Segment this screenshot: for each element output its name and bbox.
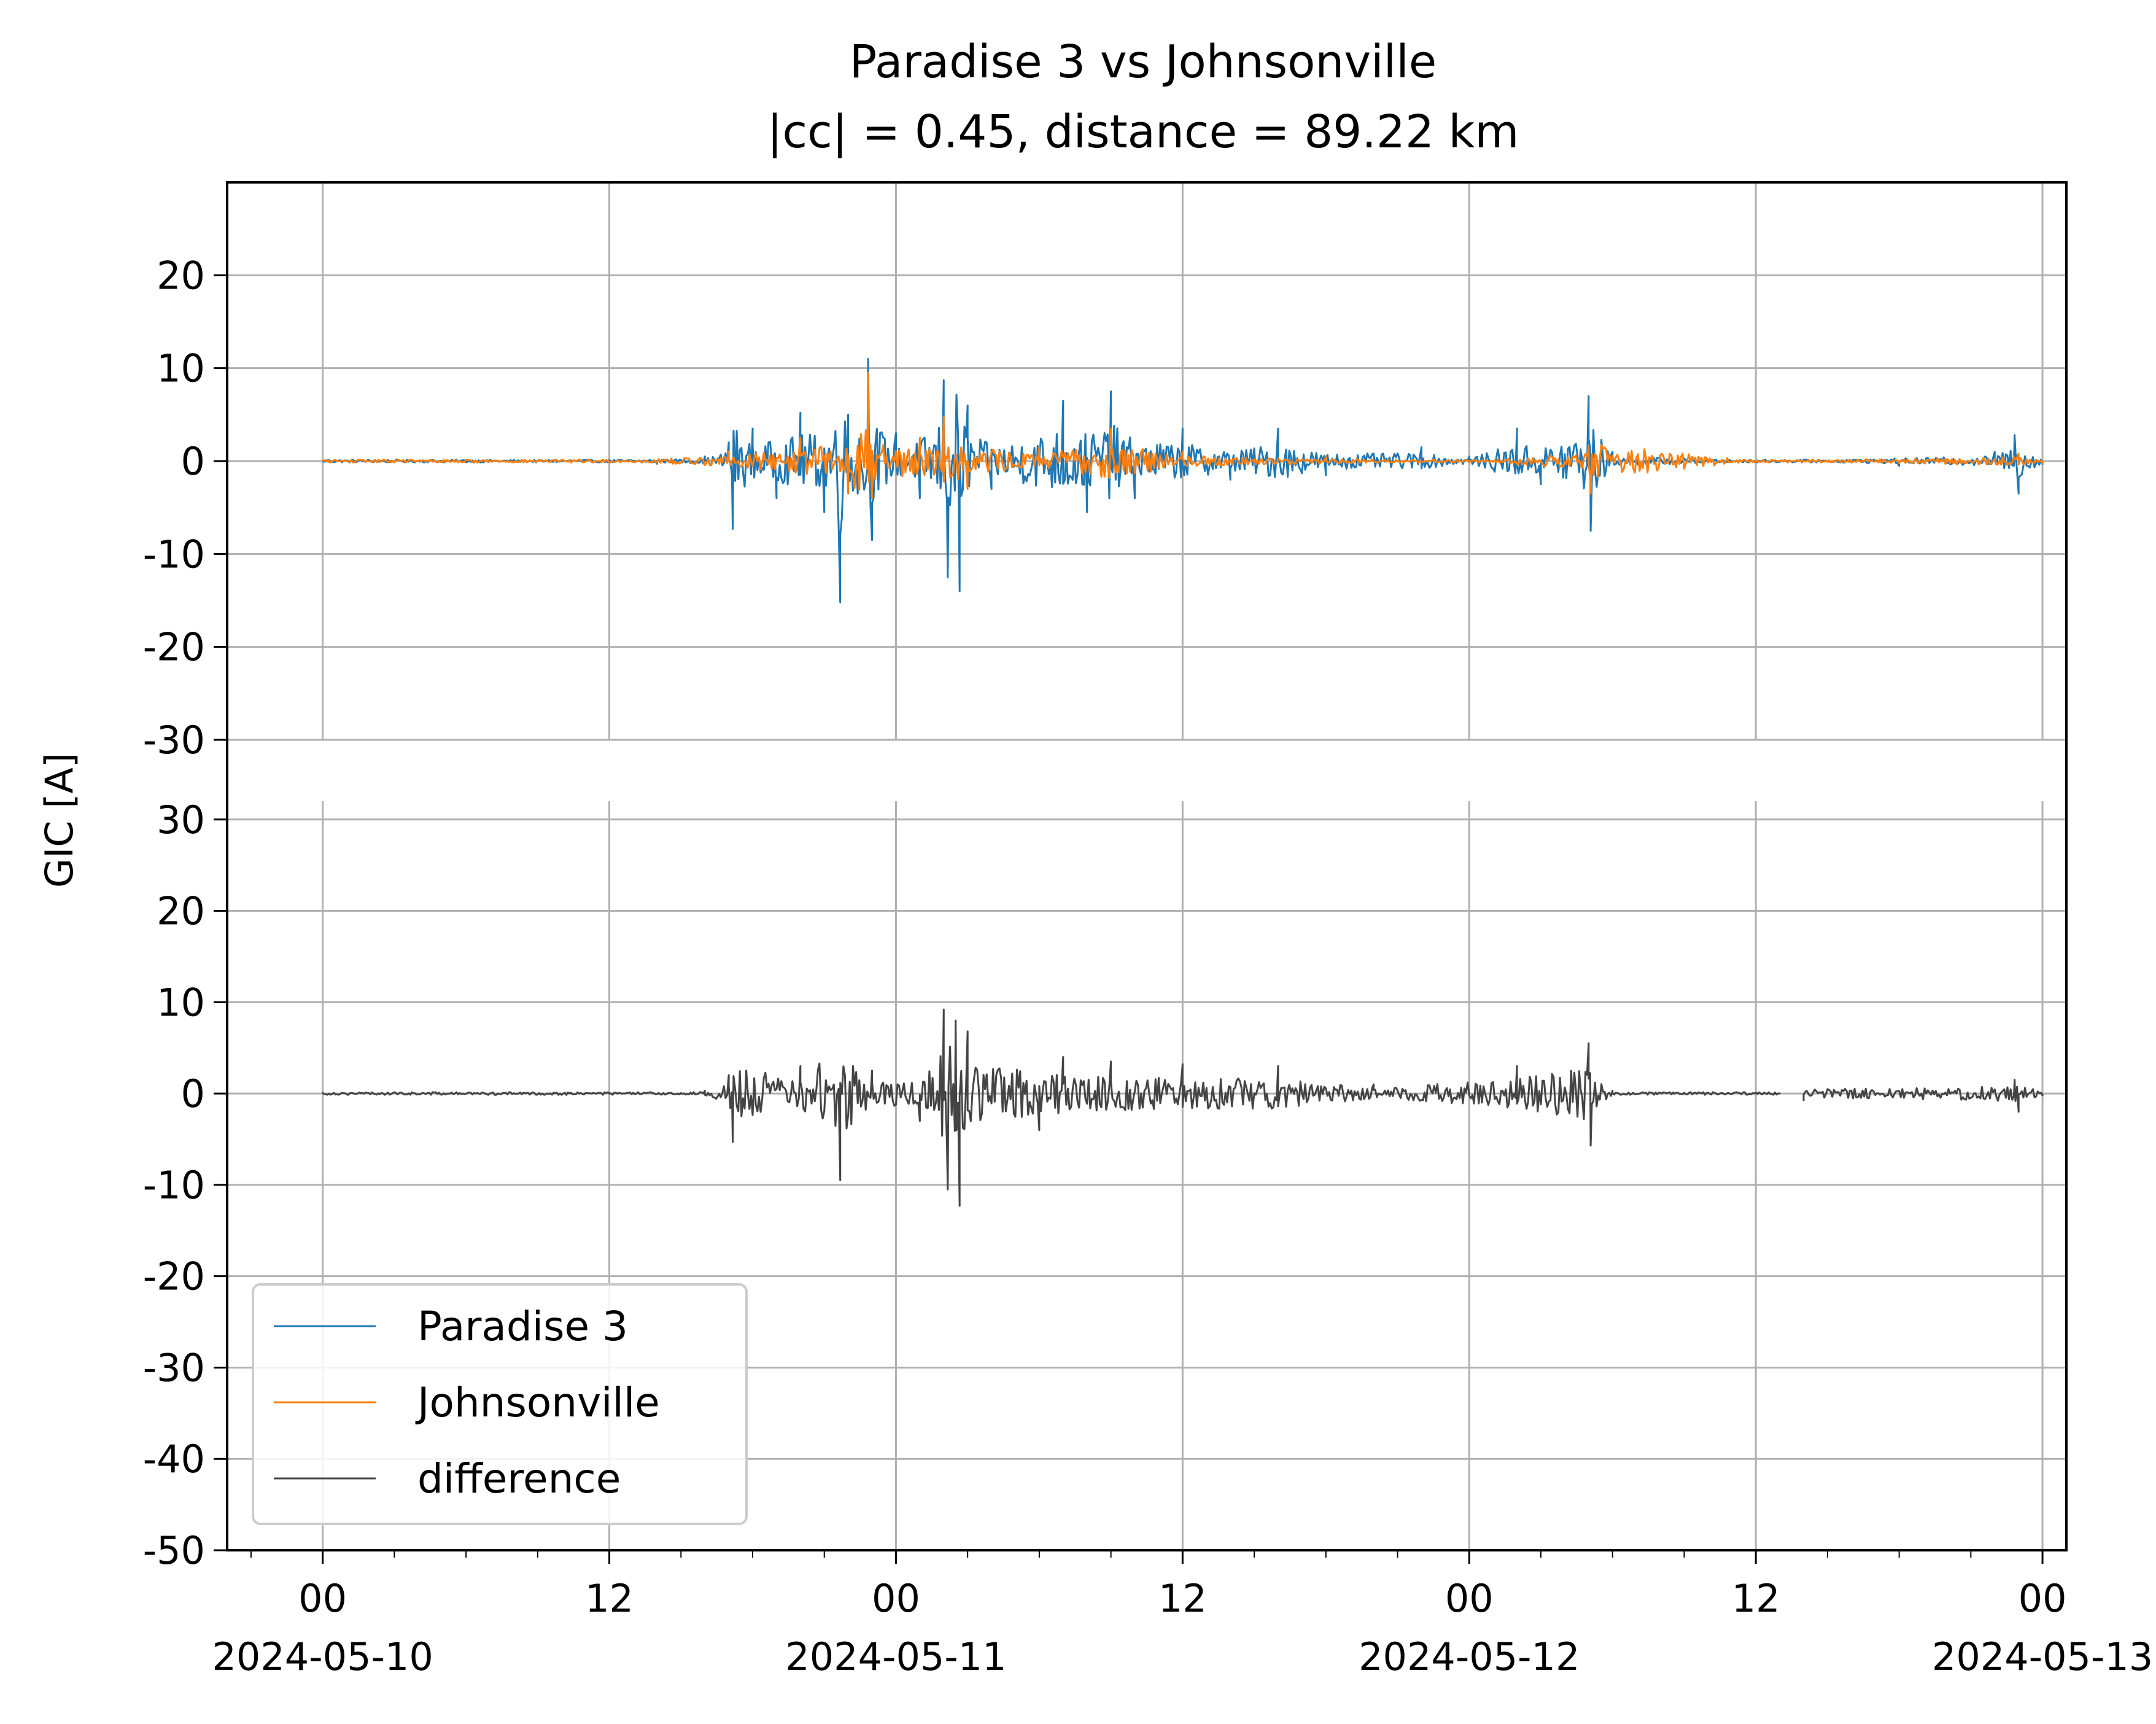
legend-label-difference: difference xyxy=(417,1455,621,1502)
xtick-date-label: 2024-05-11 xyxy=(785,1634,1006,1679)
top-ytick-label: 20 xyxy=(157,253,205,298)
bottom-panel-series xyxy=(322,1008,2044,1207)
x-axis: 00 2024-05-10 12 00 2024-05-11 12 00 2024-05-12… xyxy=(212,181,2153,1679)
top-panel: 20 10 0 -10 -20 -30 xyxy=(143,182,2066,763)
bottom-ytick-label: -30 xyxy=(143,1345,205,1390)
top-panel-axes: 20 10 0 -10 -20 -30 xyxy=(143,253,227,763)
xtick-date-label: 2024-05-10 xyxy=(212,1634,433,1679)
legend-label-johnsonville: Johnsonville xyxy=(415,1379,660,1426)
legend: Paradise 3 Johnsonville difference xyxy=(252,1283,748,1525)
series-line-difference xyxy=(1802,1079,2044,1113)
xtick-label: 12 xyxy=(1158,1576,1207,1621)
series-line-difference xyxy=(322,1008,1781,1207)
xtick-label: 00 xyxy=(1445,1576,1494,1621)
bottom-ytick-label: -50 xyxy=(143,1528,205,1573)
top-ytick-label: 0 xyxy=(181,439,205,484)
bottom-ytick-label: 10 xyxy=(157,980,205,1025)
top-ytick-label: -20 xyxy=(143,625,205,670)
xtick-label: 00 xyxy=(872,1576,920,1621)
top-ytick-label: 10 xyxy=(157,346,205,391)
xtick-label: 12 xyxy=(585,1576,634,1621)
xtick-date-label: 2024-05-12 xyxy=(1359,1634,1580,1679)
bottom-ytick-label: 0 xyxy=(181,1071,205,1116)
bottom-ytick-label: 30 xyxy=(157,798,205,842)
legend-box xyxy=(252,1283,748,1525)
bottom-panel-axes: 30 20 10 0 -10 -20 -30 -40 -50 xyxy=(143,798,227,1573)
chart-title: Paradise 3 vs Johnsonville xyxy=(850,36,1437,88)
series-line-johnsonville xyxy=(322,371,2044,499)
chart-subtitle: |cc| = 0.45, distance = 89.22 km xyxy=(767,106,1519,158)
bottom-ytick-label: -40 xyxy=(143,1437,205,1481)
xtick-label: 00 xyxy=(2018,1576,2067,1621)
top-ytick-label: -10 xyxy=(143,532,205,577)
top-panel-series xyxy=(322,358,2044,604)
legend-label-paradise-3: Paradise 3 xyxy=(417,1303,628,1350)
xtick-date-label: 2024-05-13 xyxy=(1932,1634,2153,1679)
bottom-ytick-label: -10 xyxy=(143,1163,205,1208)
xtick-label: 12 xyxy=(1732,1576,1780,1621)
plot-frame xyxy=(226,181,2068,1551)
xtick-label: 00 xyxy=(298,1576,347,1621)
top-ytick-label: -30 xyxy=(143,718,205,763)
bottom-ytick-label: 20 xyxy=(157,889,205,934)
y-axis-label: GIC [A] xyxy=(37,753,82,888)
bottom-ytick-label: -20 xyxy=(143,1254,205,1299)
